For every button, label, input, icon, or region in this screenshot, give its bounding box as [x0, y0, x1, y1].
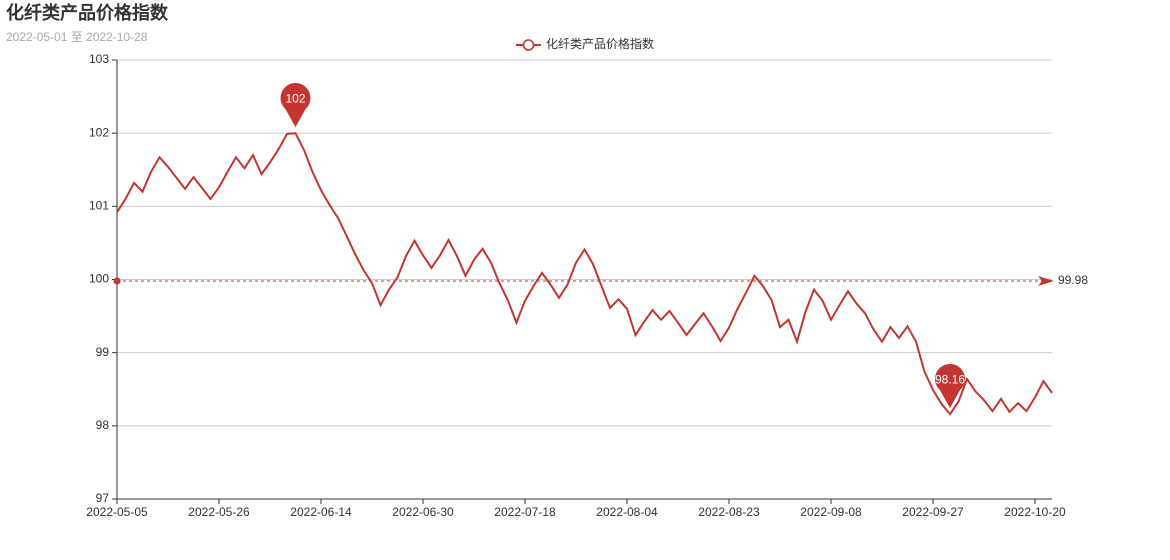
- x-tick-label: 2022-08-04: [596, 505, 658, 519]
- x-tick-label: 2022-08-23: [698, 505, 760, 519]
- y-tick-label: 100: [89, 272, 109, 286]
- x-tick-label: 2022-06-14: [290, 505, 352, 519]
- x-tick-label: 2022-05-05: [86, 505, 148, 519]
- x-tick-label: 2022-06-30: [392, 505, 454, 519]
- mark-label: 102: [285, 91, 305, 105]
- average-arrow: [1038, 275, 1054, 286]
- y-tick-label: 102: [89, 125, 109, 139]
- mark-pin: [935, 363, 966, 409]
- mark-pin: [280, 82, 311, 128]
- x-tick-label: 2022-09-27: [902, 505, 964, 519]
- chart-title: 化纤类产品价格指数: [6, 2, 169, 23]
- y-tick-label: 97: [96, 491, 110, 505]
- x-tick-label: 2022-09-08: [800, 505, 862, 519]
- chart-subtitle: 2022-05-01 至 2022-10-28: [6, 30, 148, 44]
- series-line: [116, 132, 1053, 416]
- legend-marker: [522, 39, 535, 51]
- y-tick-label: 103: [89, 52, 109, 66]
- x-tick-label: 2022-07-18: [494, 505, 556, 519]
- mark-label: 98.16: [935, 372, 965, 386]
- y-tick-label: 99: [96, 345, 110, 359]
- x-tick-label: 2022-05-26: [188, 505, 250, 519]
- average-start: [113, 277, 121, 285]
- legend-label: 化纤类产品价格指数: [546, 36, 654, 51]
- average-label: 99.98: [1058, 273, 1088, 287]
- x-tick-label: 2022-10-20: [1004, 505, 1066, 519]
- y-tick-label: 98: [96, 418, 110, 432]
- y-tick-label: 101: [89, 199, 109, 213]
